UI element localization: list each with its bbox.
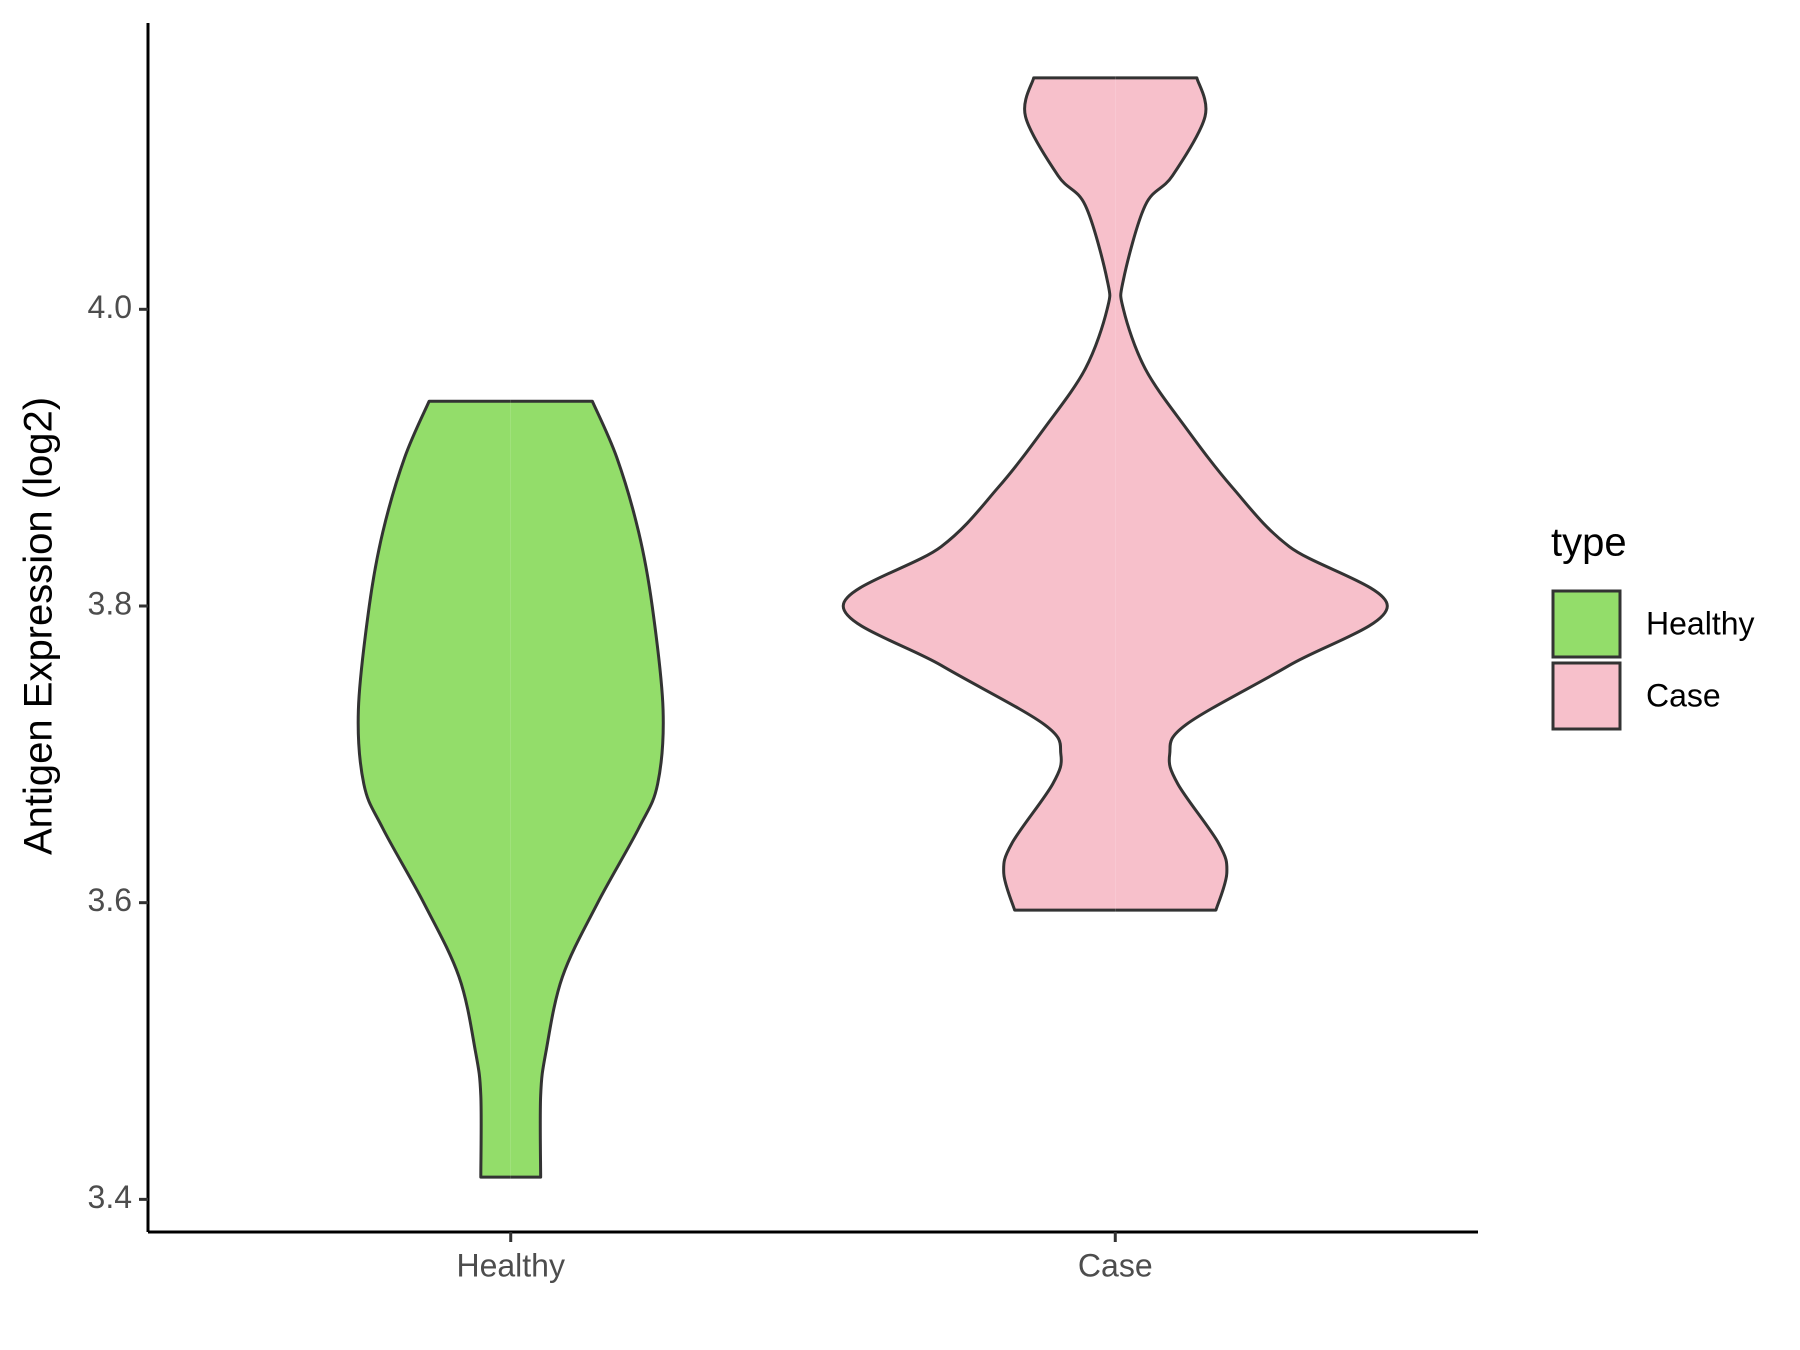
violin-half (843, 77, 1116, 911)
y-axis-title: Antigen Expression (log2) (17, 397, 61, 855)
y-tick-label: 3.6 (88, 882, 132, 918)
x-tick-label: Case (1078, 1247, 1153, 1283)
violin-outline (356, 399, 511, 1179)
violin-half (358, 401, 511, 1178)
violin-outline (1115, 76, 1389, 912)
violin-outline (510, 399, 665, 1179)
legend-title: type (1551, 521, 1627, 565)
violin-half (510, 401, 664, 1178)
legend-swatch (1551, 661, 1622, 731)
x-tick-label: Healthy (456, 1247, 565, 1283)
legend-label: Healthy (1646, 605, 1755, 641)
violin-outline (841, 76, 1116, 912)
y-tick-label: 3.8 (88, 585, 132, 621)
violin-half (1115, 77, 1388, 911)
y-tick-label: 4.0 (88, 289, 132, 325)
legend-swatch (1551, 589, 1622, 659)
y-tick-label: 3.4 (88, 1179, 132, 1215)
legend-label: Case (1646, 677, 1721, 713)
